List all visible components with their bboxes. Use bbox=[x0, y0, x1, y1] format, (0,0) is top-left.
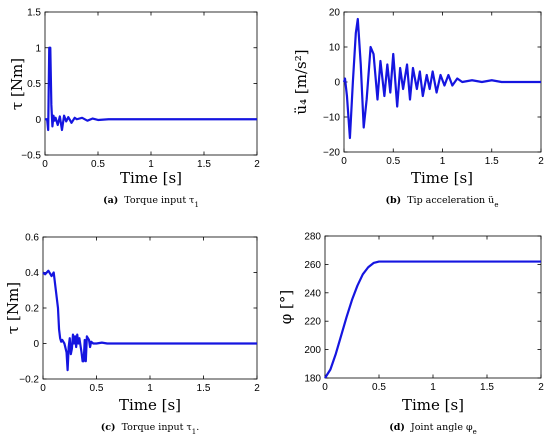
x-tick-label: 0.5 bbox=[91, 159, 105, 170]
series-line bbox=[342, 17, 541, 140]
caption-subscript: 1 bbox=[194, 201, 198, 209]
x-tick-labels: 0 0.5 1 1.5 2 bbox=[341, 156, 544, 167]
x-tick-label: 2 bbox=[538, 382, 544, 393]
y-tick-labels: 180 200 220 240 260 280 bbox=[304, 232, 321, 385]
series-line bbox=[324, 260, 541, 379]
tick-marks bbox=[42, 236, 258, 380]
x-tick-label: 1.5 bbox=[197, 159, 211, 170]
plot-frame bbox=[324, 235, 542, 379]
panel-b: 0 0.5 1 1.5 2 −20 −10 0 10 20 Time [s] ü₄ [m/s²]… bbox=[292, 8, 544, 210]
x-axis-label: Time [s] bbox=[119, 396, 181, 414]
x-tick-label: 0 bbox=[42, 159, 48, 170]
x-tick-label: 0.5 bbox=[372, 382, 386, 393]
x-tick-labels: 0 0.5 1 1.5 2 bbox=[42, 159, 260, 170]
y-axis-label: φ [°] bbox=[277, 290, 295, 324]
caption: (c) Torque input τ1. bbox=[101, 422, 199, 436]
caption-label: (d) bbox=[389, 422, 405, 433]
x-axis-label: Time [s] bbox=[120, 169, 182, 187]
plot-frame bbox=[44, 11, 258, 156]
y-tick-label: 10 bbox=[329, 43, 341, 54]
y-axis-label: τ [Nm] bbox=[8, 58, 26, 110]
y-tick-label: 240 bbox=[304, 288, 321, 299]
caption: (d) Joint angle φe bbox=[389, 422, 477, 436]
y-tick-label: 0.5 bbox=[27, 79, 41, 90]
caption-text: Torque input τ bbox=[124, 195, 194, 206]
x-axis-label: Time [s] bbox=[411, 169, 473, 187]
y-tick-labels: −0.2 0 0.2 0.4 0.6 bbox=[19, 233, 39, 386]
caption-text: Torque input τ bbox=[122, 422, 192, 433]
x-tick-label: 1.5 bbox=[480, 382, 494, 393]
x-tick-label: 1.5 bbox=[485, 156, 499, 167]
x-tick-label: 1 bbox=[430, 382, 436, 393]
series-line bbox=[45, 46, 257, 132]
y-tick-labels: −0.5 0 0.5 1 1.5 bbox=[21, 8, 41, 162]
tick-marks bbox=[44, 11, 258, 156]
y-tick-label: 0.4 bbox=[25, 268, 39, 279]
x-tick-labels: 0 0.5 1 1.5 2 bbox=[40, 383, 260, 394]
plot-frame bbox=[42, 236, 258, 380]
x-tick-label: 0 bbox=[40, 383, 46, 394]
series-line bbox=[42, 269, 257, 372]
y-tick-label: 200 bbox=[304, 345, 321, 356]
x-tick-label: 2 bbox=[538, 156, 544, 167]
caption-text: Tip acceleration ü bbox=[407, 195, 494, 206]
panel-a: 0 0.5 1 1.5 2 −0.500.511.5 Time [s] τ [Nm] (… bbox=[8, 8, 260, 210]
y-tick-label: 1.5 bbox=[27, 8, 41, 19]
x-tick-label: 0 bbox=[322, 382, 328, 393]
x-tick-label: 0 bbox=[341, 156, 347, 167]
y-tick-labels: −20 −10 0 10 20 bbox=[323, 8, 340, 159]
panel-d: 0 0.5 1 1.5 2 180 200 220 240 260 280 Time [s] φ … bbox=[277, 232, 544, 436]
x-tick-label: 2 bbox=[254, 159, 260, 170]
caption-label: (c) bbox=[101, 422, 116, 433]
y-tick-label: −0.2 bbox=[19, 375, 39, 386]
y-tick-label: 0 bbox=[33, 339, 39, 350]
caption: (b) Tip acceleration üe bbox=[386, 195, 499, 209]
caption-subscript: e bbox=[473, 428, 477, 436]
caption-suffix: . bbox=[196, 422, 199, 433]
caption: (a) Torque input τ1 bbox=[103, 195, 199, 209]
tick-marks bbox=[324, 235, 542, 379]
y-tick-label: 220 bbox=[304, 317, 321, 328]
x-axis-label: Time [s] bbox=[402, 396, 464, 414]
y-tick-label: 280 bbox=[304, 232, 321, 243]
panel-c: 0 0.5 1 1.5 2 −0.200.20.40.6 Time [s] τ [Nm]… bbox=[4, 233, 260, 436]
y-tick-label: 0.6 bbox=[25, 233, 39, 244]
x-tick-label: 0.5 bbox=[90, 383, 104, 394]
y-axis-label: τ [Nm] bbox=[4, 282, 22, 334]
caption-subscript: e bbox=[494, 201, 498, 209]
caption-label: (a) bbox=[103, 195, 118, 206]
y-tick-label: 20 bbox=[329, 8, 341, 19]
y-tick-label: 0 bbox=[334, 78, 340, 89]
y-axis-label: ü₄ [m/s²] bbox=[292, 49, 310, 114]
caption-text: Joint angle φ bbox=[410, 422, 473, 433]
x-tick-label: 1 bbox=[440, 156, 446, 167]
x-tick-label: 1 bbox=[147, 383, 153, 394]
y-tick-label: −0.5 bbox=[21, 151, 41, 162]
y-tick-label: 180 bbox=[304, 374, 321, 385]
x-tick-labels: 0 0.5 1 1.5 2 bbox=[322, 382, 544, 393]
y-tick-label: −20 bbox=[323, 148, 340, 159]
x-tick-label: 1.5 bbox=[197, 383, 211, 394]
y-tick-label: −10 bbox=[323, 113, 340, 124]
y-tick-label: 1 bbox=[35, 43, 41, 54]
y-tick-label: 260 bbox=[304, 260, 321, 271]
x-tick-label: 2 bbox=[254, 383, 260, 394]
x-tick-label: 0.5 bbox=[386, 156, 400, 167]
y-tick-label: 0 bbox=[35, 115, 41, 126]
y-tick-label: 0.2 bbox=[25, 304, 39, 315]
caption-label: (b) bbox=[386, 195, 402, 206]
x-tick-label: 1 bbox=[148, 159, 154, 170]
caption-subscript: 1 bbox=[192, 428, 196, 436]
